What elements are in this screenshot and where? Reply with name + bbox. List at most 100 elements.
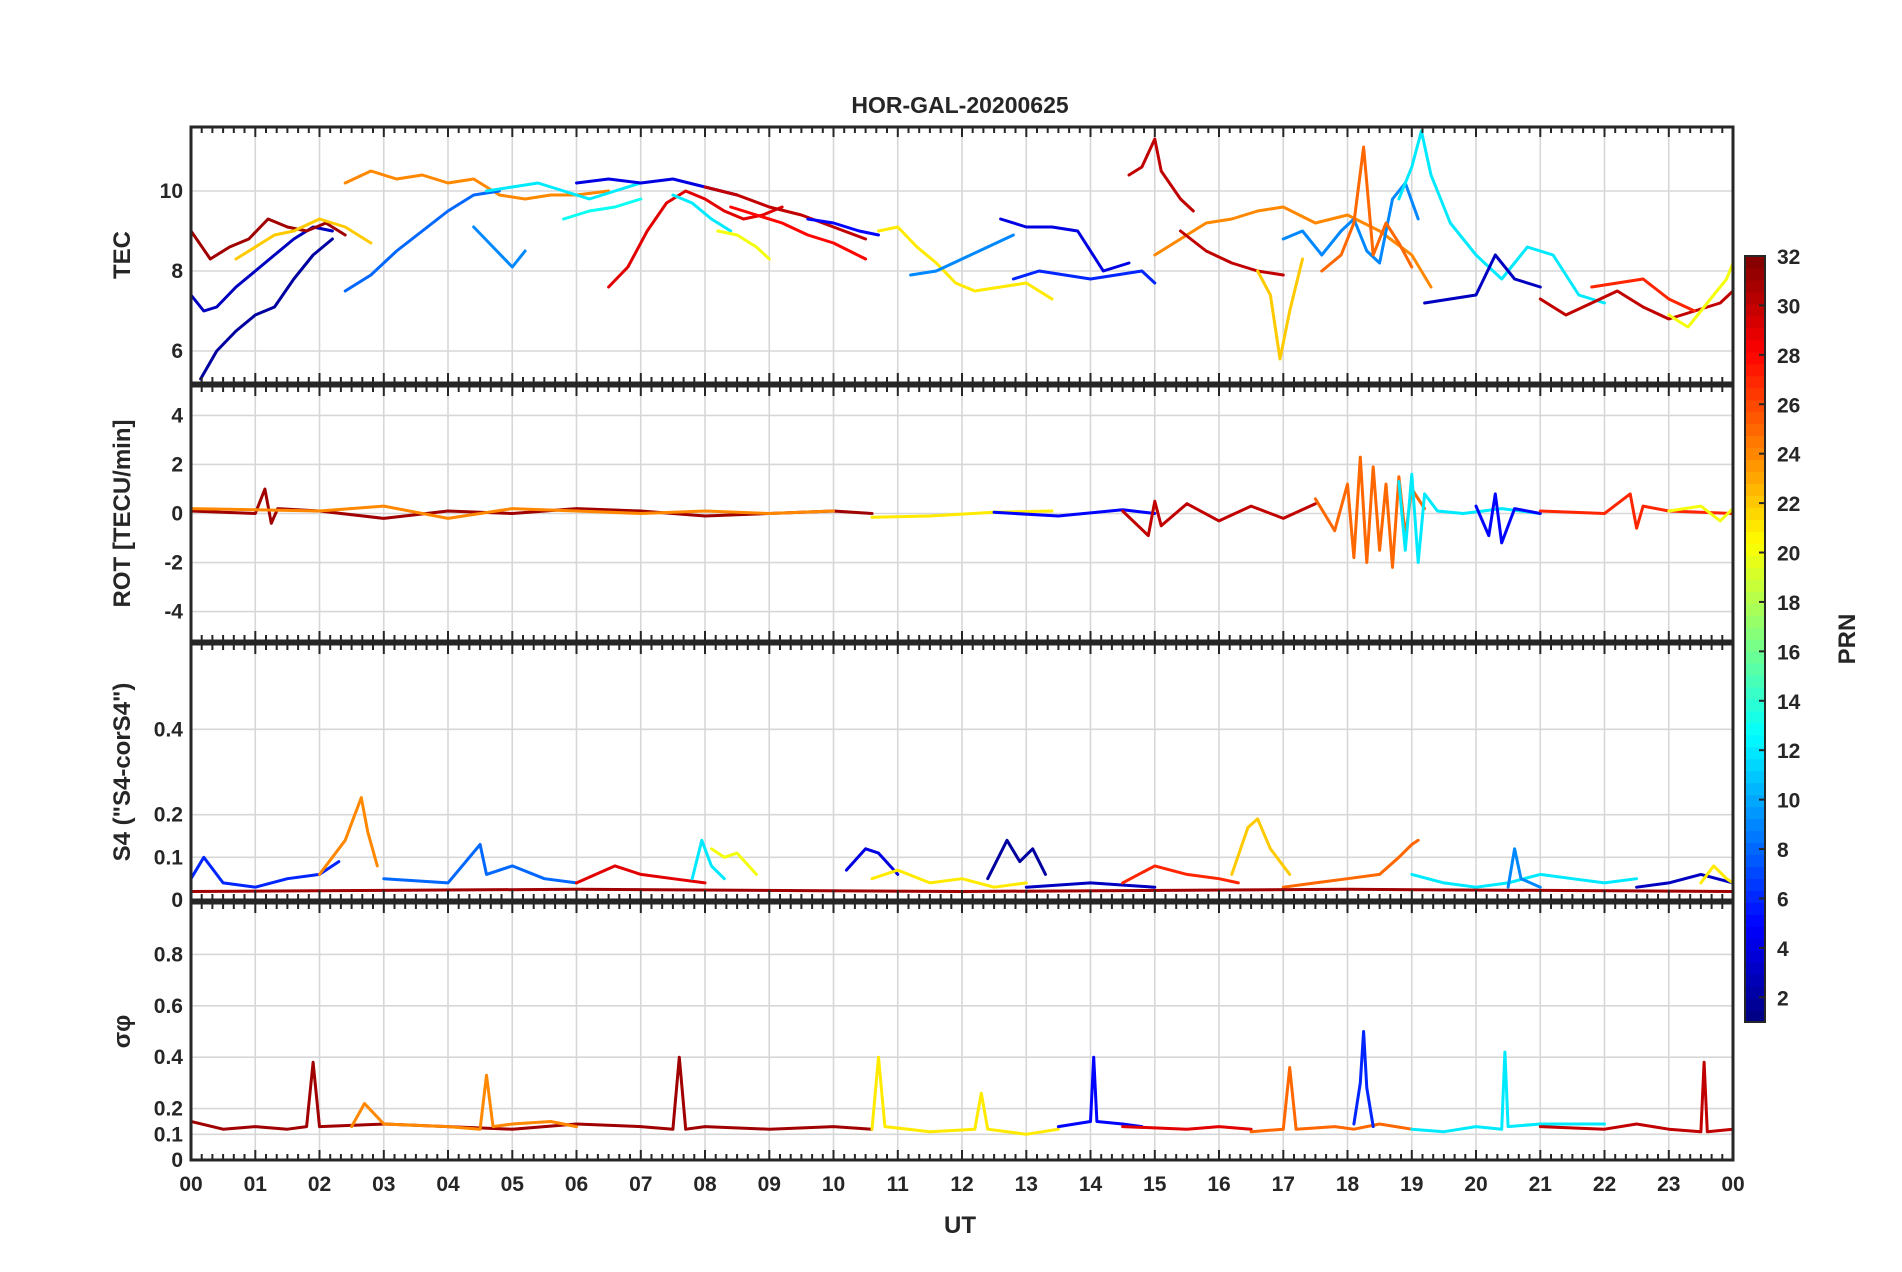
series-line-prn-9	[1281, 181, 1420, 265]
x-axis-tick-labels: 00 01 02 03 04 05 06 07 08 09 10 11 12 13 14 15 16 17 18 19…	[179, 1173, 1744, 1196]
x-tick-label: 18	[1336, 1173, 1360, 1196]
series-line-prn-6	[1352, 1030, 1375, 1129]
series-line-prn-3	[1423, 253, 1542, 305]
series-line-prn-5	[1474, 492, 1542, 545]
colorbar-segment	[1745, 531, 1765, 544]
colorbar-segment	[1745, 998, 1765, 1011]
y-tick-label: 2	[171, 453, 183, 476]
series-line-prn-22	[234, 217, 373, 261]
y-axis-label-4: σφ	[109, 1015, 136, 1049]
x-tick-label: 00	[1721, 1173, 1744, 1196]
colorbar-segment	[1745, 938, 1765, 951]
colorbar-segment	[1745, 662, 1765, 676]
x-tick-label: 22	[1593, 1173, 1616, 1196]
x-tick-label: 20	[1464, 1173, 1487, 1196]
y-tick-label: 0	[171, 1149, 183, 1172]
panel-4: 0 0.10.2 0.4 0.6 0.8 σφ	[109, 901, 1735, 1172]
y-tick-label: 6	[171, 340, 183, 363]
colorbar-segment	[1745, 722, 1765, 736]
x-tick-label: 07	[629, 1173, 652, 1196]
y-tick-label: 0.4	[154, 718, 184, 741]
series-line-prn-29	[1121, 1125, 1253, 1131]
series-line-prn-9	[909, 233, 1015, 277]
y-tick-label: 0.6	[154, 995, 183, 1018]
series-group	[191, 455, 1733, 569]
colorbar-segment	[1745, 962, 1765, 975]
axes-box	[189, 384, 1735, 643]
series-line-prn-25	[1281, 838, 1420, 889]
colorbar-frame	[1744, 255, 1766, 1023]
colorbar-tick-label: 24	[1777, 444, 1801, 467]
colorbar-segment	[1745, 746, 1765, 760]
axes-box	[189, 642, 1735, 902]
x-tick-label: 03	[372, 1173, 395, 1196]
series-line-prn-30	[1121, 499, 1317, 538]
colorbar-segment	[1745, 818, 1765, 832]
series-line-prn-20	[716, 229, 771, 261]
colorbar-segment	[1745, 555, 1765, 568]
series-line-prn-29	[575, 864, 707, 885]
series-line-prn-9	[1506, 847, 1542, 889]
colorbar-segment	[1745, 866, 1765, 879]
colorbar-segment	[1745, 758, 1765, 772]
colorbar-segment	[1745, 806, 1765, 820]
colorbar-segment	[1745, 710, 1765, 724]
y-tick-label: -4	[164, 601, 183, 624]
colorbar-segment	[1745, 303, 1765, 317]
colorbar-segment	[1745, 698, 1765, 712]
x-tick-label: 11	[887, 1173, 910, 1196]
colorbar-tick-label: 10	[1777, 790, 1800, 813]
y-axis-label-2: ROT [TECU/min]	[109, 420, 136, 608]
series-line-prn-22	[1256, 257, 1304, 361]
colorbar-segment	[1745, 279, 1765, 293]
colorbar-segment	[1745, 734, 1765, 748]
colorbar-segment	[1745, 363, 1765, 377]
colorbar-segment	[1745, 327, 1765, 341]
y-tick-label: 10	[160, 180, 183, 203]
series-line-prn-20	[1667, 504, 1733, 523]
colorbar-segment	[1745, 878, 1765, 891]
colorbar-segment	[1745, 471, 1765, 485]
x-tick-label: 13	[1015, 1173, 1038, 1196]
series-line-prn-3	[1024, 881, 1157, 889]
series-line-prn-27	[1121, 864, 1240, 885]
colorbar-segment	[1745, 639, 1765, 652]
x-tick-label: 12	[950, 1173, 973, 1196]
colorbar-segment	[1745, 387, 1765, 401]
colorbar-segment	[1745, 579, 1765, 592]
series-line-prn-30	[1538, 289, 1733, 321]
x-tick-label: 08	[693, 1173, 717, 1196]
colorbar-tick-label: 18	[1777, 592, 1801, 615]
colorbar-segment	[1745, 770, 1765, 784]
colorbar-segment	[1745, 567, 1765, 580]
colorbar-segment	[1745, 483, 1765, 496]
colorbar-segment	[1745, 435, 1765, 449]
colorbar-segment	[1745, 890, 1765, 903]
axes-box	[189, 125, 1735, 385]
y-tick-label: 0.8	[154, 943, 184, 966]
colorbar-segment	[1745, 902, 1765, 915]
x-tick-label: 23	[1657, 1173, 1680, 1196]
series-line-prn-12	[1410, 1050, 1606, 1134]
series-group	[191, 1030, 1733, 1136]
x-tick-label: 05	[501, 1173, 525, 1196]
series-line-prn-4	[844, 847, 900, 876]
x-tick-label: 14	[1079, 1173, 1103, 1196]
series-line-prn-31	[191, 1055, 874, 1131]
colorbar-segment	[1745, 507, 1765, 520]
series-line-prn-9	[472, 225, 527, 269]
y-tick-label: 0	[171, 503, 183, 526]
x-tick-label: 16	[1207, 1173, 1230, 1196]
colorbar-tick-label: 26	[1777, 394, 1800, 417]
colorbar-tick-label: 20	[1777, 543, 1800, 566]
series-line-prn-6	[1011, 269, 1157, 285]
panel-2: -4 -2 0 2 4 ROT [TECU/min]	[109, 384, 1735, 643]
colorbar-tick-label: 8	[1777, 839, 1789, 862]
series-line-prn-12	[1397, 129, 1606, 305]
series-line-prn-30	[703, 185, 868, 241]
series-line-prn-12	[671, 193, 733, 233]
y-tick-label: 0.1	[154, 1123, 184, 1146]
x-tick-label: 02	[308, 1173, 331, 1196]
series-line-prn-8	[382, 843, 578, 885]
colorbar-tick-label: 28	[1777, 345, 1801, 368]
